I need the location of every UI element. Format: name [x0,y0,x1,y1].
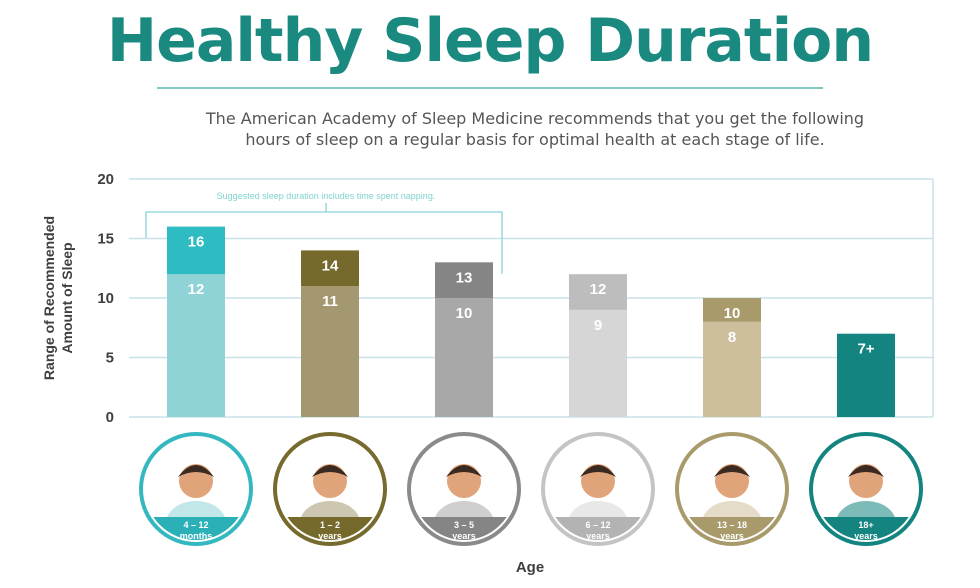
bar-high-label: 12 [590,281,607,298]
y-tick-label: 0 [106,409,114,426]
age-label-line-1: 3 – 5 [454,520,474,530]
age-label-line-1: 18+ [858,520,873,530]
x-axis-label: Age [516,559,544,576]
age-label-line-2: months [180,531,213,541]
bar-low-label: 8 [728,329,736,346]
title-divider [157,87,823,89]
gridlines [129,178,934,418]
bar-low-label: 9 [594,317,602,334]
figure-hair [312,465,348,477]
age-label-line-2: years [586,531,610,541]
bar-high-label: 10 [724,305,741,322]
annotation-bracket [145,211,503,274]
age-label-line-2: years [854,531,878,541]
age-label-line-1: 1 – 2 [320,520,340,530]
figure-hair [714,465,750,477]
bar-upper-segment [435,262,493,298]
age-label-line-1: 4 – 12 [183,520,208,530]
y-tick-label: 20 [97,171,114,188]
bar-lower-segment [301,286,359,417]
y-axis: 0 5 10 15 20 [97,171,114,426]
bar-low-label: 11 [322,293,338,310]
bar-upper-segment [301,250,359,287]
bar-lower-segment [703,321,761,417]
bar-low-label: 12 [188,281,205,298]
bar-upper-segment [569,274,627,310]
bar-high-label: 14 [322,257,339,274]
figure-hair [848,465,884,477]
bar-segment [837,333,895,417]
bars: 12 16 11 14 10 13 9 12 8 10 7+ [167,226,895,417]
bar-lower-segment [569,309,627,417]
subtitle-line-1: The American Academy of Sleep Medicine r… [205,109,865,128]
subtitle-line-2: hours of sleep on a regular basis for op… [245,130,825,149]
page-title: Healthy Sleep Duration [106,6,874,76]
bar-upper-segment [703,298,761,322]
y-tick-label: 5 [106,350,114,367]
napping-annotation: Suggested sleep duration includes time s… [145,191,503,274]
bar-high-label: 13 [456,269,473,286]
figure-hair [446,465,482,477]
bar-lower-segment [167,274,225,417]
y-axis-label-line-2: Amount of Sleep [59,242,75,353]
y-axis-label-line-1: Range of Recommended [41,216,57,380]
icon-figure [681,464,783,540]
bar-low-label: 10 [456,305,473,322]
bar-high-label: 7+ [857,341,874,358]
figure-hair [580,465,616,477]
subtitle: The American Academy of Sleep Medicine r… [200,108,870,150]
figure-hair [178,465,214,477]
bar-high-label: 16 [188,234,205,251]
annotation-text: Suggested sleep duration includes time s… [217,191,436,201]
bar-upper-segment [167,226,225,275]
age-label-line-2: years [720,531,744,541]
age-icon: 18+years [809,432,923,546]
age-label-line-1: 6 – 12 [585,520,610,530]
age-label-line-2: years [452,531,476,541]
y-tick-label: 10 [97,290,114,307]
y-tick-label: 15 [97,231,114,248]
age-label-line-2: years [318,531,342,541]
bar-lower-segment [435,298,493,417]
age-label-line-1: 13 – 18 [717,520,747,530]
